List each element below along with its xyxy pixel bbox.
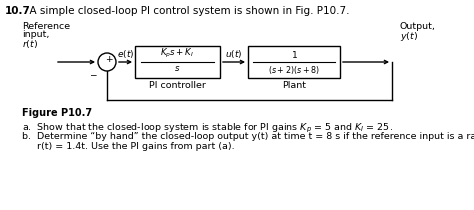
- Text: PI controller: PI controller: [149, 81, 206, 90]
- Text: $u(t)$: $u(t)$: [225, 48, 243, 60]
- Text: $e(t)$: $e(t)$: [117, 48, 134, 60]
- Text: a.  Show that the closed-loop system is stable for PI gains $K_p$ = 5 and $K_I$ : a. Show that the closed-loop system is s…: [22, 122, 393, 135]
- Text: $s$: $s$: [174, 64, 181, 73]
- Text: $(s+2)(s+8)$: $(s+2)(s+8)$: [268, 64, 320, 76]
- Text: −: −: [90, 70, 97, 79]
- Text: Plant: Plant: [282, 81, 306, 90]
- Text: Figure P10.7: Figure P10.7: [22, 108, 92, 118]
- Bar: [135, 46, 220, 78]
- Text: $1$: $1$: [291, 49, 298, 60]
- Text: r(t) = 1.4t. Use the PI gains from part (a).: r(t) = 1.4t. Use the PI gains from part …: [22, 142, 235, 151]
- Text: Output,: Output,: [400, 22, 436, 31]
- Text: $r(t)$: $r(t)$: [22, 38, 38, 50]
- Text: 10.7: 10.7: [5, 6, 31, 16]
- Text: $y(t)$: $y(t)$: [400, 30, 418, 43]
- Circle shape: [98, 53, 116, 71]
- Text: $K_p s + K_I$: $K_p s + K_I$: [161, 47, 194, 60]
- Text: Reference: Reference: [22, 22, 70, 31]
- Bar: [248, 46, 340, 78]
- Text: b.  Determine “by hand” the closed-loop output y(t) at time t = 8 s if the refer: b. Determine “by hand” the closed-loop o…: [22, 132, 474, 141]
- Text: input,: input,: [22, 30, 49, 39]
- Text: A simple closed-loop PI control system is shown in Fig. P10.7.: A simple closed-loop PI control system i…: [23, 6, 349, 16]
- Text: +: +: [105, 55, 113, 64]
